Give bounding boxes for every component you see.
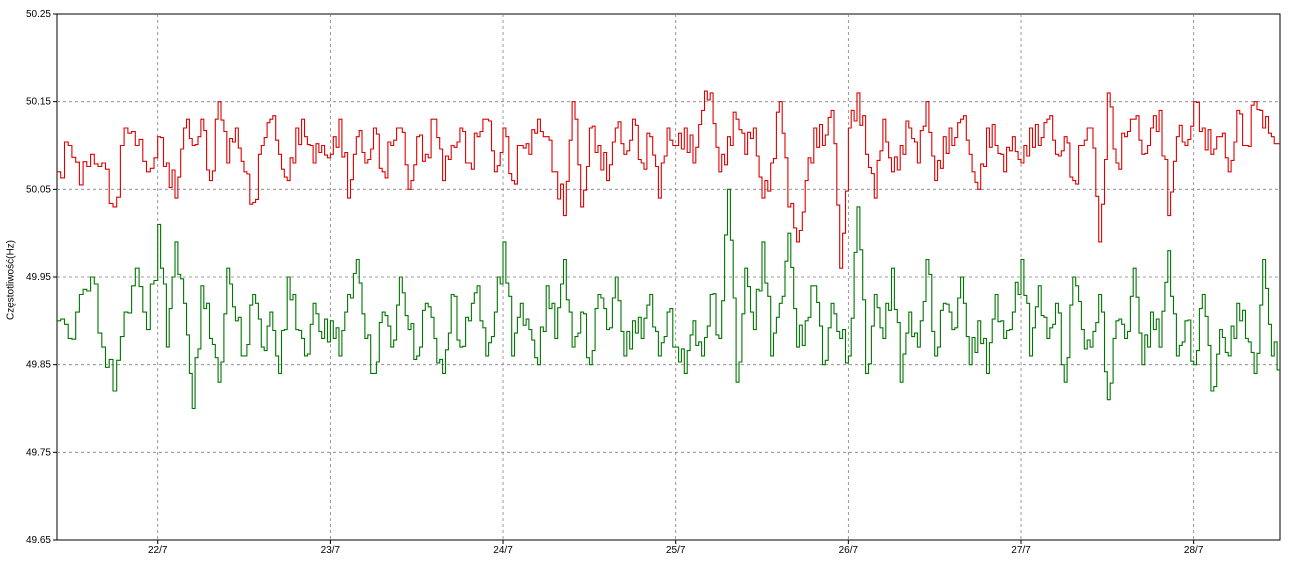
y-tick-label: 49.85 <box>26 360 51 371</box>
x-tick-label: 27/7 <box>1011 545 1031 556</box>
series-line-lower <box>57 188 1280 410</box>
y-tick-label: 50.15 <box>26 97 51 108</box>
y-tick-label: 50.05 <box>26 184 51 195</box>
x-tick-label: 24/7 <box>493 545 513 556</box>
x-tick-label: 22/7 <box>148 545 168 556</box>
y-axis-label: Częstotliwość(Hz) <box>4 150 18 410</box>
x-tick-label: 26/7 <box>839 545 859 556</box>
y-tick-label: 49.65 <box>26 535 51 546</box>
y-tick-label: 49.95 <box>26 272 51 283</box>
x-tick-label: 28/7 <box>1184 545 1204 556</box>
y-tick-label: 49.75 <box>26 447 51 458</box>
x-tick-label: 25/7 <box>666 545 686 556</box>
x-tick-label: 23/7 <box>321 545 341 556</box>
series-line-upper <box>57 90 1280 269</box>
y-axis-label-text: Częstotliwość(Hz) <box>5 239 17 321</box>
y-tick-label: 50.25 <box>26 9 51 20</box>
